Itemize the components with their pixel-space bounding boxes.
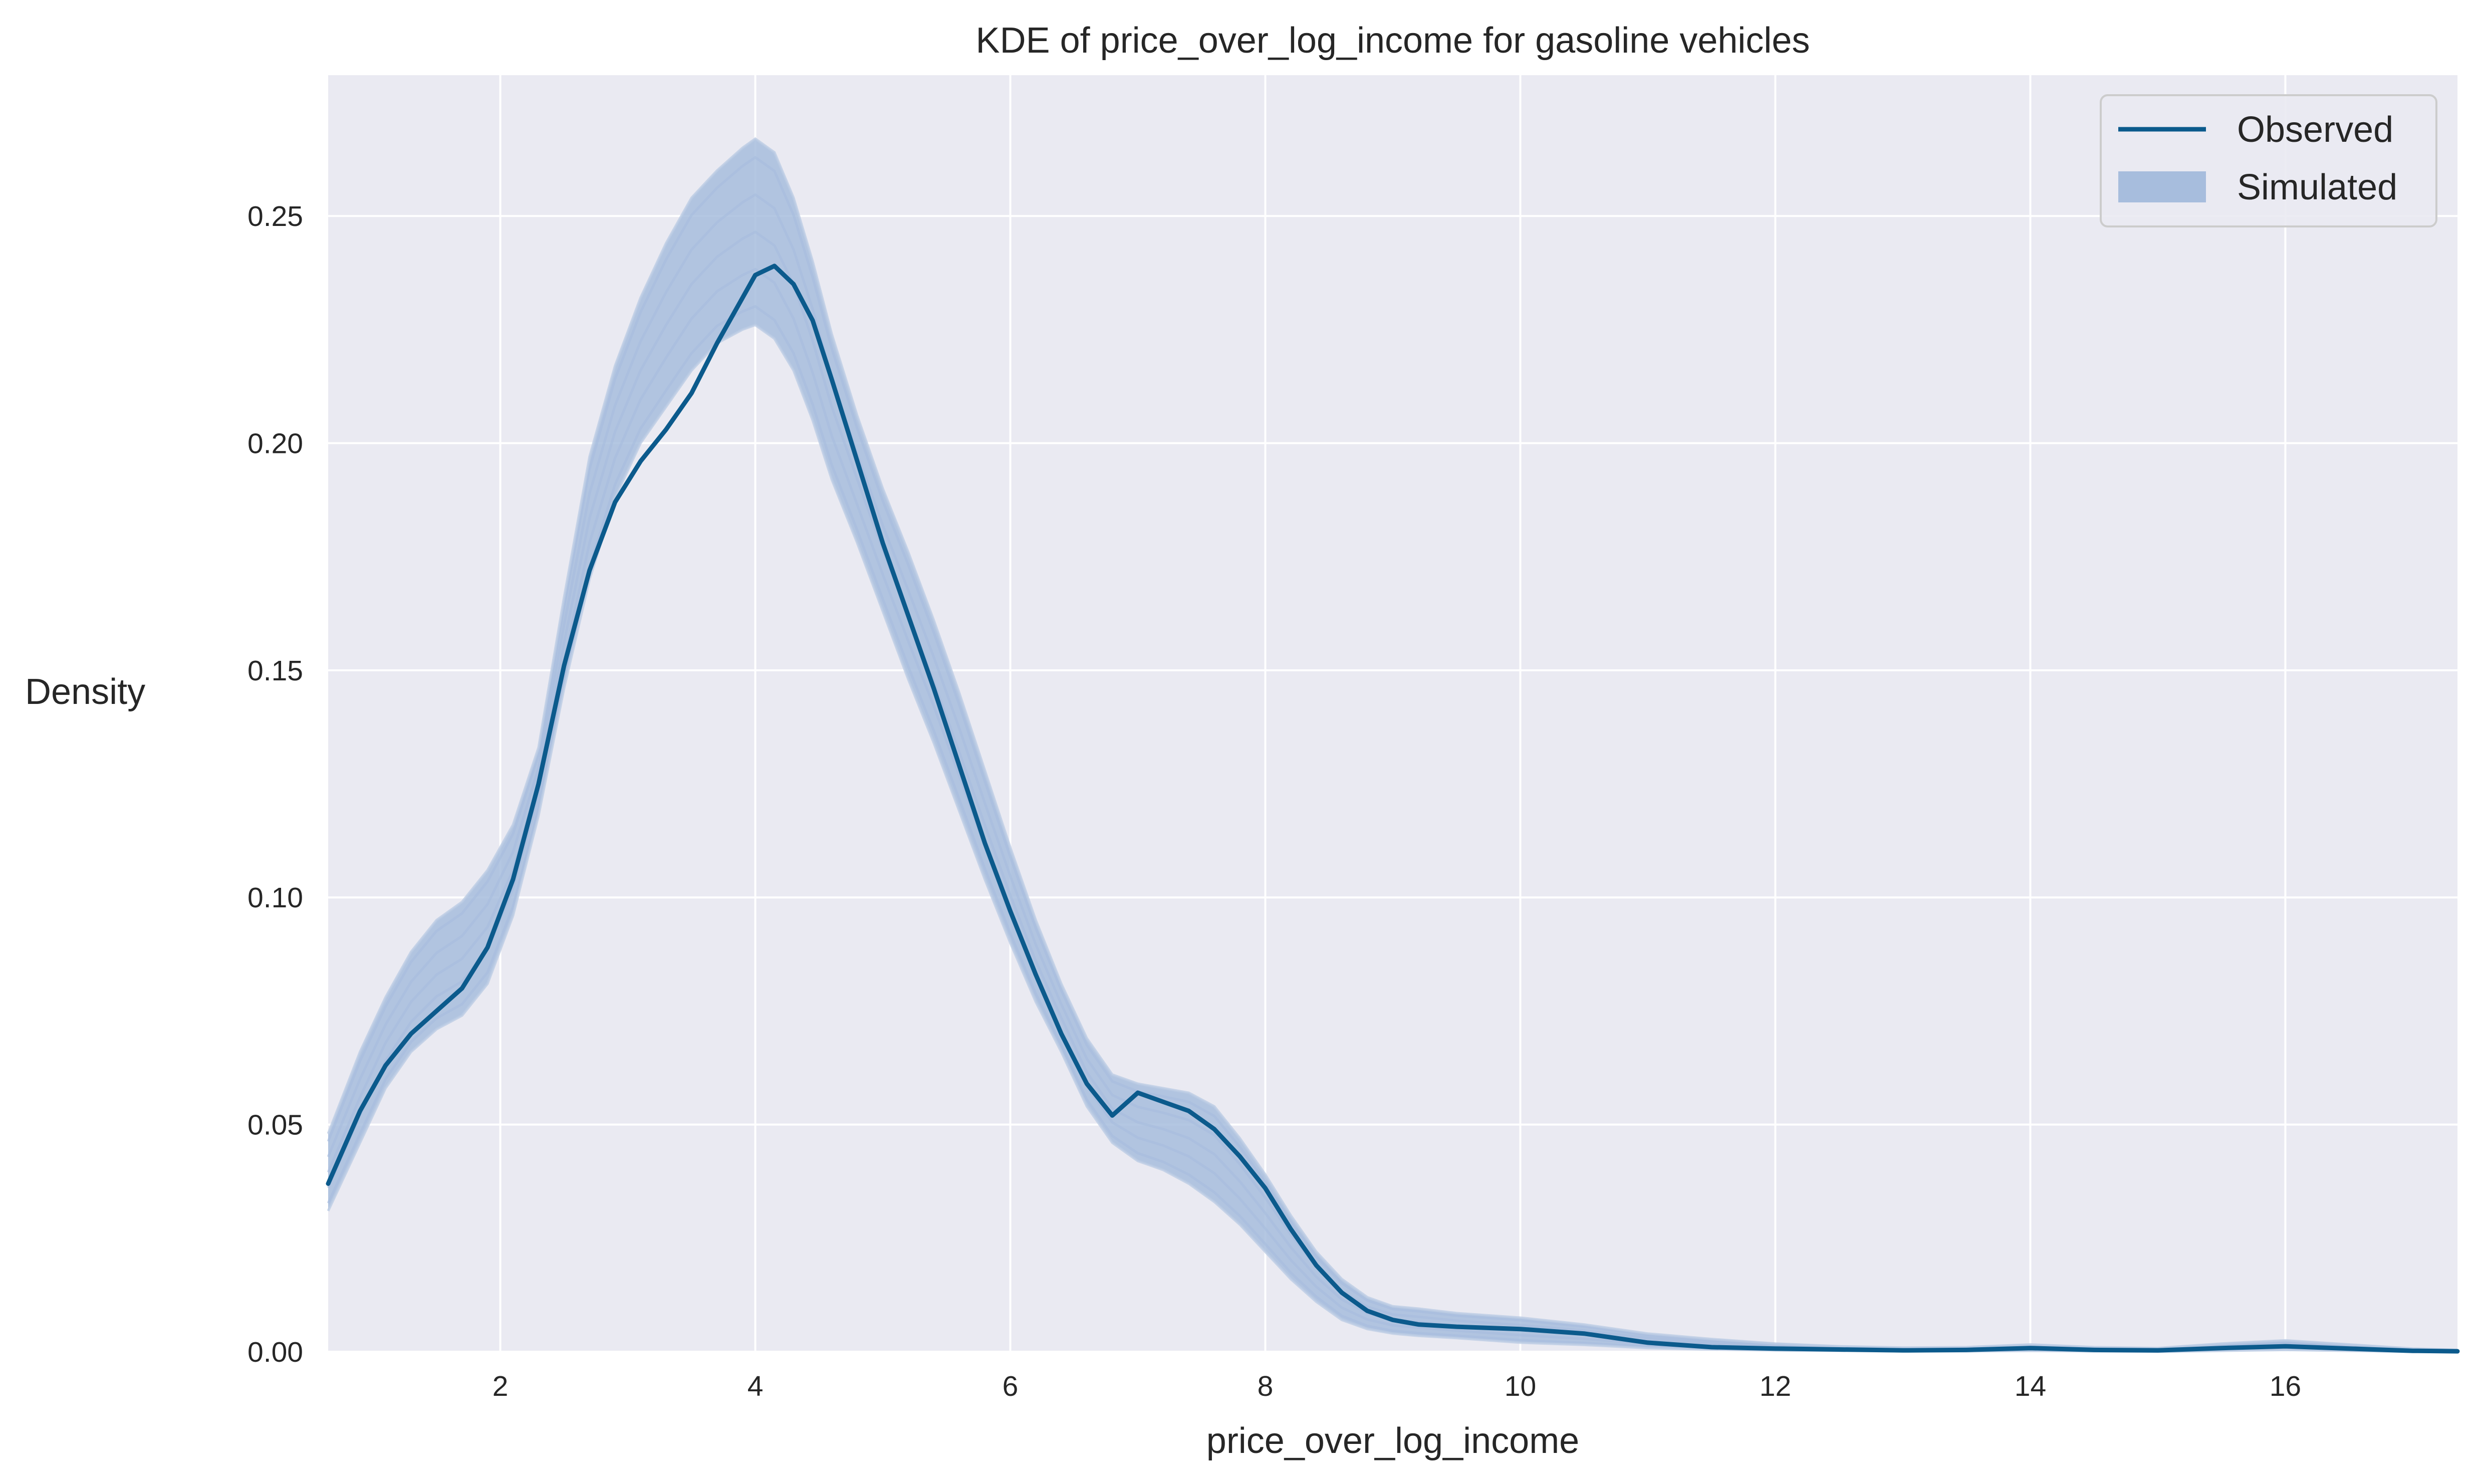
y-tick-label: 0.15 bbox=[247, 655, 303, 687]
y-tick-label: 0.10 bbox=[247, 882, 303, 914]
x-tick-label: 16 bbox=[2270, 1370, 2301, 1402]
x-tick-label: 10 bbox=[1505, 1370, 1536, 1402]
observed-line bbox=[326, 264, 2460, 1354]
plot-background bbox=[328, 75, 2457, 1352]
simulated-band bbox=[328, 138, 2457, 1352]
observed-line-group bbox=[326, 264, 2460, 1354]
x-tick-label: 2 bbox=[492, 1370, 509, 1402]
x-tick-label: 14 bbox=[2015, 1370, 2046, 1402]
x-tick-label: 4 bbox=[748, 1370, 764, 1402]
y-tick-label: 0.05 bbox=[247, 1109, 303, 1141]
legend-simulated-swatch bbox=[2118, 171, 2206, 202]
x-axis-label: price_over_log_income bbox=[1206, 1421, 1579, 1461]
x-tick-label: 12 bbox=[1760, 1370, 1791, 1402]
y-axis-label: Density bbox=[25, 672, 145, 712]
legend-simulated-label: Simulated bbox=[2237, 167, 2397, 207]
simulated-upper-edge bbox=[327, 137, 2458, 1351]
tick-labels: 2 4 6 8 10 12 14 16 0.00 0.05 0.10 0.15 0.20 0.25 bbox=[247, 200, 2301, 1402]
legend-observed-label: Observed bbox=[2237, 110, 2393, 150]
x-tick-label: 8 bbox=[1258, 1370, 1274, 1402]
y-tick-label: 0.25 bbox=[247, 200, 303, 232]
x-tick-label: 6 bbox=[1003, 1370, 1019, 1402]
legend: Observed Simulated bbox=[2100, 94, 2437, 227]
y-tick-label: 0.00 bbox=[247, 1336, 303, 1368]
chart-title: KDE of price_over_log_income for gasolin… bbox=[976, 21, 1810, 61]
y-tick-label: 0.20 bbox=[247, 427, 303, 459]
